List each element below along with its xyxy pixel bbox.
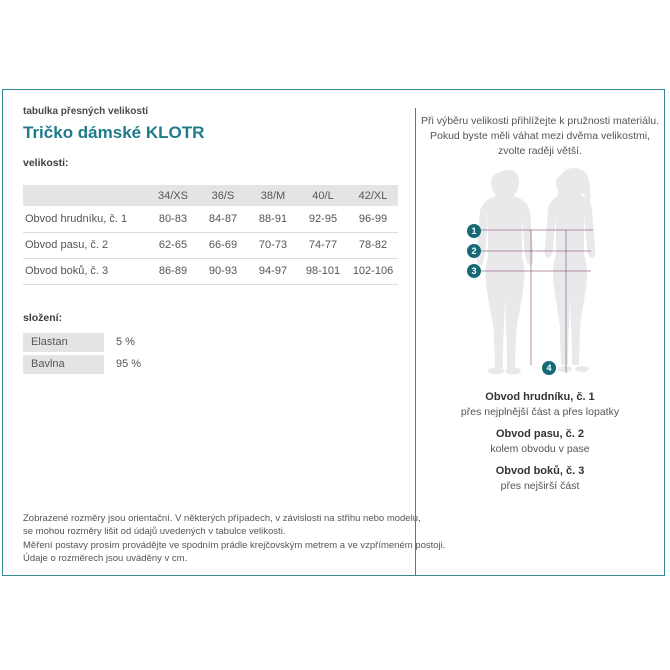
size-value: 90-93 [198, 258, 248, 285]
legend-title: Obvod pasu, č. 2 [495, 428, 584, 440]
size-value: 98-101 [298, 258, 348, 285]
size-column-header: 36/S [198, 185, 248, 206]
size-value: 92-95 [298, 206, 348, 233]
female-silhouette [544, 171, 596, 365]
disclaimer-line: Zobrazené rozměry jsou orientační. V něk… [23, 513, 421, 524]
fit-advice-line: Při výběru velikosti přihlížejte k pružn… [420, 115, 660, 127]
size-value: 88-91 [248, 206, 298, 233]
material-percentage: 95 % [116, 358, 142, 370]
size-table-panel: tabulka přesných velikostí Tričko dámské… [3, 90, 445, 575]
panel-divider [415, 108, 416, 575]
composition-row: Bavlna 95 % [23, 355, 398, 374]
size-table: 34/XS 36/S 38/M 40/L 42/XL Obvod hrudník… [23, 185, 398, 285]
size-value: 74-77 [298, 232, 348, 259]
measurement-legend: Obvod hrudníku, č. 1 přes nejplnější čás… [416, 390, 664, 501]
female-foot [558, 366, 572, 372]
female-foot [575, 366, 589, 372]
composition-table: Elastan 5 % Bavlna 95 % [23, 333, 398, 377]
legend-item: Obvod pasu, č. 2 kolem obvodu v pase [490, 427, 589, 456]
measurement-guide-panel: Při výběru velikosti přihlížejte k pružn… [416, 90, 664, 575]
size-column-header: 38/M [248, 185, 298, 206]
legend-item: Obvod hrudníku, č. 1 přes nejplnější čás… [461, 390, 619, 419]
product-title: Tričko dámské KLOTR [23, 123, 205, 142]
marker-3: 3 [467, 264, 481, 278]
material-percentage: 5 % [116, 336, 135, 348]
male-foot [505, 367, 521, 375]
legend-title: Obvod hrudníku, č. 1 [485, 391, 595, 403]
size-value: 84-87 [198, 206, 248, 233]
size-value: 96-99 [348, 206, 398, 233]
composition-heading: složení: [23, 312, 63, 324]
measurement-row-label: Obvod pasu, č. 2 [23, 232, 148, 259]
material-label: Elastan [23, 333, 104, 352]
disclaimer-line: se mohou rozměry lišit od údajů uvedenýc… [23, 526, 286, 538]
legend-description: kolem obvodu v pase [490, 443, 590, 455]
size-column-header: 40/L [298, 185, 348, 206]
table-subtitle: tabulka přesných velikostí [23, 106, 149, 117]
sizes-heading: velikosti: [23, 157, 69, 169]
disclaimer-line: Údaje o rozměrech jsou uváděny v cm. [23, 553, 188, 565]
fit-advice-line: Pokud byste měli váhat mezi dvěma veliko… [429, 130, 650, 142]
marker-1: 1 [467, 224, 481, 238]
size-column-header-empty [23, 185, 148, 206]
size-value: 86-89 [148, 258, 198, 285]
size-value: 66-69 [198, 232, 248, 259]
size-value: 102-106 [348, 258, 398, 285]
disclaimer-notes: Zobrazené rozměry jsou orientační. V něk… [23, 512, 445, 566]
composition-row: Elastan 5 % [23, 333, 398, 352]
material-label: Bavlna [23, 355, 104, 374]
size-value: 62-65 [148, 232, 198, 259]
marker-4: 4 [542, 361, 556, 375]
body-silhouettes-figure [476, 168, 596, 375]
male-foot [488, 367, 504, 375]
table-row: Obvod boků, č. 3 86-89 90-93 94-97 98-10… [23, 258, 398, 285]
disclaimer-line: Měření postavy prosím provádějte ve spod… [23, 539, 446, 551]
size-value: 94-97 [248, 258, 298, 285]
measurement-row-label: Obvod boků, č. 3 [23, 258, 148, 285]
size-value: 78-82 [348, 232, 398, 259]
size-column-header: 34/XS [148, 185, 198, 206]
table-row: Obvod pasu, č. 2 62-65 66-69 70-73 74-77… [23, 232, 398, 259]
size-chart-frame: tabulka přesných velikostí Tričko dámské… [2, 89, 665, 576]
table-row: Obvod hrudníku, č. 1 80-83 84-87 88-91 9… [23, 206, 398, 233]
fit-advice-line: zvolte raději větší. [497, 145, 583, 157]
male-silhouette [476, 170, 534, 368]
fit-advice: Při výběru velikosti přihlížejte k pružn… [416, 114, 664, 159]
size-column-header: 42/XL [348, 185, 398, 206]
size-value: 70-73 [248, 232, 298, 259]
legend-description: přes nejplnější část a přes lopatky [460, 406, 620, 418]
size-value: 80-83 [148, 206, 198, 233]
size-table-header-row: 34/XS 36/S 38/M 40/L 42/XL [23, 185, 398, 206]
measurement-row-label: Obvod hrudníku, č. 1 [23, 206, 148, 233]
marker-2: 2 [467, 244, 481, 258]
legend-title: Obvod boků, č. 3 [495, 465, 585, 477]
legend-description: přes nejširší část [500, 480, 580, 492]
legend-item: Obvod boků, č. 3 přes nejširší část [496, 464, 585, 493]
